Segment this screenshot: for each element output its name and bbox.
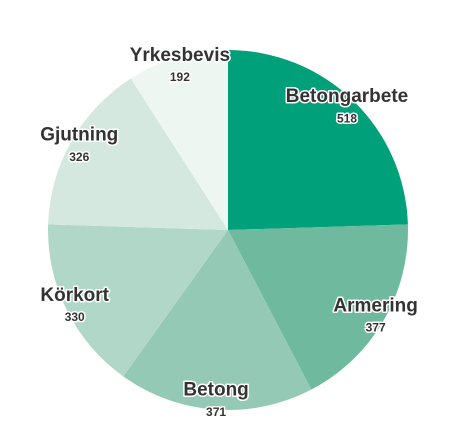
slice-label: Körkort: [40, 285, 109, 306]
slice-label: Betongarbete: [286, 86, 408, 107]
slice-value: 192: [170, 70, 190, 84]
pie-slice: [228, 224, 408, 390]
slice-value: 377: [366, 320, 386, 334]
slice-value: 371: [206, 405, 226, 419]
pie-slice: [48, 78, 228, 231]
slice-label: Yrkesbevis: [130, 45, 230, 66]
pie-slice: [123, 230, 312, 410]
slice-value: 326: [69, 150, 89, 164]
pie-slice: [130, 50, 228, 230]
slice-label: Betong: [183, 380, 248, 401]
slice-value: 330: [65, 310, 85, 324]
slice-label: Armering: [333, 295, 417, 316]
pie-slice: [228, 50, 408, 230]
slice-value: 518: [337, 111, 357, 125]
pie-slice: [48, 224, 229, 377]
slice-label: Gjutning: [40, 125, 118, 146]
